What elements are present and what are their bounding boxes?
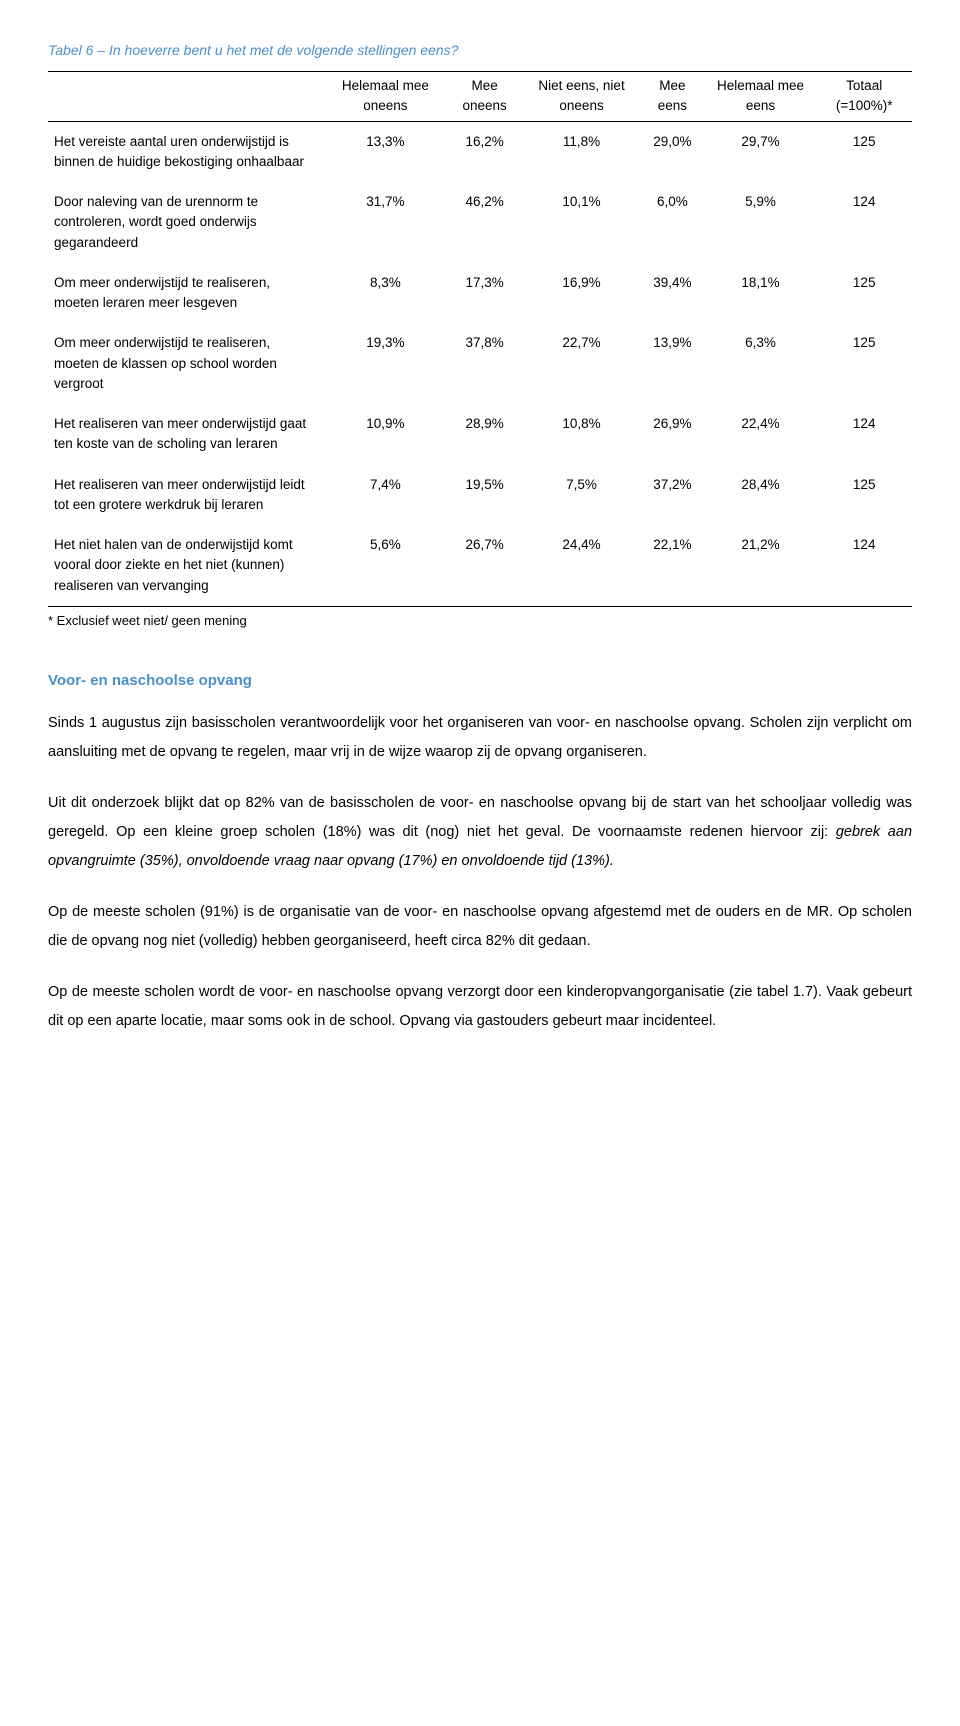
- row-value: 37,2%: [640, 465, 705, 526]
- table-row: Het realiseren van meer onderwijstijd le…: [48, 465, 912, 526]
- col-header-4: Mee eens: [640, 72, 705, 122]
- paragraph-4: Op de meeste scholen wordt de voor- en n…: [48, 978, 912, 1036]
- row-value: 125: [816, 465, 912, 526]
- col-header-5: Helemaal mee eens: [705, 72, 817, 122]
- row-value: 6,3%: [705, 323, 817, 404]
- row-value: 19,3%: [324, 323, 446, 404]
- col-header-2: Mee oneens: [446, 72, 523, 122]
- row-value: 22,1%: [640, 525, 705, 606]
- row-value: 13,3%: [324, 121, 446, 182]
- row-value: 28,9%: [446, 404, 523, 465]
- table-row: Om meer onderwijstijd te realiseren, moe…: [48, 263, 912, 324]
- col-header-6: Totaal (=100%)*: [816, 72, 912, 122]
- row-value: 124: [816, 525, 912, 606]
- table-row: Het vereiste aantal uren onderwijstijd i…: [48, 121, 912, 182]
- table-header-row: Helemaal mee oneens Mee oneens Niet eens…: [48, 72, 912, 122]
- row-label: Het niet halen van de onderwijstijd komt…: [48, 525, 324, 606]
- row-label: Om meer onderwijstijd te realiseren, moe…: [48, 263, 324, 324]
- row-label: Het realiseren van meer onderwijstijd ga…: [48, 404, 324, 465]
- row-value: 11,8%: [523, 121, 640, 182]
- table-row: Om meer onderwijstijd te realiseren, moe…: [48, 323, 912, 404]
- table-row: Het realiseren van meer onderwijstijd ga…: [48, 404, 912, 465]
- row-value: 29,7%: [705, 121, 817, 182]
- col-header-3: Niet eens, niet oneens: [523, 72, 640, 122]
- row-value: 10,9%: [324, 404, 446, 465]
- row-value: 124: [816, 404, 912, 465]
- row-value: 7,5%: [523, 465, 640, 526]
- table-title: Tabel 6 – In hoeverre bent u het met de …: [48, 40, 912, 61]
- table-row: Het niet halen van de onderwijstijd komt…: [48, 525, 912, 606]
- row-value: 37,8%: [446, 323, 523, 404]
- data-table: Helemaal mee oneens Mee oneens Niet eens…: [48, 71, 912, 607]
- row-value: 125: [816, 323, 912, 404]
- row-value: 22,7%: [523, 323, 640, 404]
- row-value: 125: [816, 263, 912, 324]
- row-label: Om meer onderwijstijd te realiseren, moe…: [48, 323, 324, 404]
- row-value: 18,1%: [705, 263, 817, 324]
- row-value: 31,7%: [324, 182, 446, 263]
- row-value: 22,4%: [705, 404, 817, 465]
- paragraph-2: Uit dit onderzoek blijkt dat op 82% van …: [48, 789, 912, 876]
- row-value: 5,9%: [705, 182, 817, 263]
- row-value: 29,0%: [640, 121, 705, 182]
- table-row: Door naleving van de urennorm te control…: [48, 182, 912, 263]
- row-value: 5,6%: [324, 525, 446, 606]
- row-value: 10,1%: [523, 182, 640, 263]
- row-value: 21,2%: [705, 525, 817, 606]
- paragraph-1: Sinds 1 augustus zijn basisscholen veran…: [48, 709, 912, 767]
- table-footnote: * Exclusief weet niet/ geen mening: [48, 611, 912, 631]
- col-header-1: Helemaal mee oneens: [324, 72, 446, 122]
- row-label: Door naleving van de urennorm te control…: [48, 182, 324, 263]
- row-value: 46,2%: [446, 182, 523, 263]
- row-value: 17,3%: [446, 263, 523, 324]
- row-value: 13,9%: [640, 323, 705, 404]
- row-value: 8,3%: [324, 263, 446, 324]
- row-value: 16,9%: [523, 263, 640, 324]
- row-value: 16,2%: [446, 121, 523, 182]
- row-label: Het realiseren van meer onderwijstijd le…: [48, 465, 324, 526]
- row-label: Het vereiste aantal uren onderwijstijd i…: [48, 121, 324, 182]
- row-value: 26,9%: [640, 404, 705, 465]
- section-title: Voor- en naschoolse opvang: [48, 670, 912, 693]
- row-value: 28,4%: [705, 465, 817, 526]
- col-header-0: [48, 72, 324, 122]
- row-value: 125: [816, 121, 912, 182]
- paragraph-3: Op de meeste scholen (91%) is de organis…: [48, 898, 912, 956]
- row-value: 26,7%: [446, 525, 523, 606]
- row-value: 10,8%: [523, 404, 640, 465]
- row-value: 7,4%: [324, 465, 446, 526]
- row-value: 124: [816, 182, 912, 263]
- row-value: 6,0%: [640, 182, 705, 263]
- p2-part-a: Uit dit onderzoek blijkt dat op 82% van …: [48, 795, 912, 840]
- row-value: 39,4%: [640, 263, 705, 324]
- row-value: 24,4%: [523, 525, 640, 606]
- row-value: 19,5%: [446, 465, 523, 526]
